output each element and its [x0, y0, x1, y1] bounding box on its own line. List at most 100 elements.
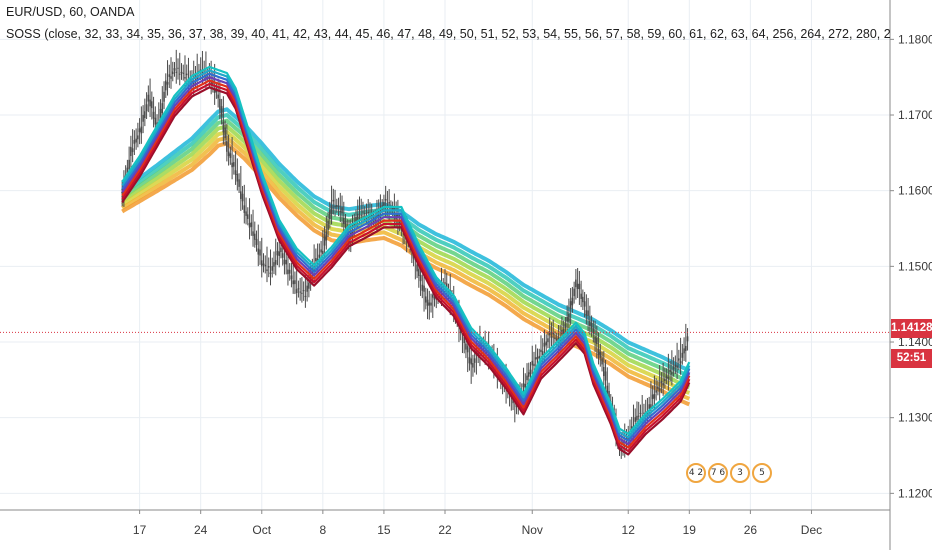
y-tick-label: 1.12000: [898, 486, 932, 500]
candle-body: [363, 213, 366, 215]
candle-body: [219, 98, 221, 110]
candle-body: [580, 293, 582, 299]
candle-body: [372, 217, 375, 219]
candle-body: [288, 269, 291, 274]
candle-body: [576, 283, 579, 290]
candle-body: [383, 202, 385, 206]
candle-body: [252, 231, 254, 236]
candle-body: [575, 279, 577, 288]
candle-body: [545, 341, 548, 346]
candle-body: [601, 358, 603, 365]
fast-ribbon-line: [121, 65, 691, 436]
candle-body: [681, 352, 684, 358]
candle-body: [686, 336, 689, 342]
candle-body: [147, 94, 150, 102]
candle-body: [651, 394, 654, 400]
candle-body: [250, 222, 253, 227]
candle-body: [367, 211, 370, 213]
candle-body: [634, 417, 637, 422]
candle-body: [660, 380, 663, 384]
candle-body: [159, 108, 162, 119]
y-tick-label: 1.18000: [898, 32, 932, 46]
candle-body: [426, 299, 429, 306]
candle-body: [301, 292, 303, 294]
event-label: 3: [737, 468, 743, 478]
candle-body: [133, 139, 136, 144]
candle-body: [287, 269, 289, 275]
candle-body: [236, 173, 239, 182]
candle-body: [566, 316, 568, 322]
candle-body: [140, 126, 143, 134]
candle-body: [428, 302, 431, 306]
candle-body: [355, 216, 357, 223]
candle-body: [257, 248, 260, 255]
candle-body: [466, 346, 469, 353]
candle-body: [540, 349, 542, 353]
candle-body: [606, 385, 609, 395]
candle-body: [589, 320, 591, 326]
candle-body: [562, 328, 565, 334]
x-tick-label: Nov: [522, 523, 543, 537]
candle-body: [524, 383, 527, 389]
candle-body: [281, 253, 284, 258]
candle-body: [655, 390, 657, 393]
candle-body: [421, 284, 424, 291]
candle-body: [416, 264, 418, 272]
x-tick-label: 12: [622, 523, 636, 537]
candle-body: [266, 269, 268, 271]
candle-body: [171, 71, 174, 75]
candle-body: [531, 360, 534, 366]
flag-icon[interactable]: 4 2: [686, 463, 706, 483]
candle-body: [672, 367, 675, 370]
candle-body: [418, 269, 420, 276]
candle-body: [397, 213, 399, 218]
candle-body: [240, 191, 242, 199]
flag-icon[interactable]: 7 6: [708, 463, 728, 483]
candle-body: [173, 68, 176, 71]
candle-body: [587, 310, 589, 316]
candle-body: [653, 394, 656, 399]
flag-icon[interactable]: 3: [730, 463, 750, 483]
fast-ribbon-line: [121, 76, 691, 446]
y-tick-label: 1.16000: [898, 184, 932, 198]
candle-body: [325, 231, 328, 241]
candle-body: [194, 74, 197, 78]
candle-body: [336, 205, 338, 207]
candle-body: [555, 338, 558, 341]
candle-body: [433, 296, 436, 300]
candle-body: [648, 404, 650, 409]
candle-body: [322, 250, 324, 254]
fast-ribbon-line: [121, 72, 691, 442]
candle-body: [568, 313, 570, 322]
candle-body: [358, 209, 361, 211]
candle-body: [674, 364, 677, 367]
candle-body: [178, 73, 181, 75]
x-tick-label: 15: [377, 523, 391, 537]
candle-body: [370, 214, 373, 216]
candle-body: [151, 101, 153, 109]
flag-icon[interactable]: 5: [752, 463, 772, 483]
candle-body: [554, 337, 556, 340]
candle-body: [522, 383, 525, 388]
candle-body: [388, 202, 390, 204]
candle-body: [327, 220, 329, 230]
candle-body: [608, 391, 610, 401]
candle-body: [665, 375, 668, 378]
candle-body: [583, 301, 586, 307]
candle-body: [470, 358, 472, 365]
candle-body: [671, 372, 673, 375]
candle-body: [145, 104, 148, 112]
symbol-title[interactable]: EUR/USD, 60, OANDA: [6, 5, 135, 19]
candle-body: [166, 82, 169, 85]
candle-body: [149, 99, 151, 107]
indicator-title[interactable]: SOSS (close, 32, 33, 34, 35, 36, 37, 38,…: [6, 27, 890, 41]
candle-body: [196, 77, 198, 80]
y-tick-label: 1.17000: [898, 108, 932, 122]
candle-body: [135, 138, 137, 143]
x-tick-label: 26: [744, 523, 758, 537]
candle-body: [323, 236, 326, 246]
fast-ribbon-line: [121, 79, 691, 449]
candle-body: [168, 74, 171, 77]
candle-body: [154, 117, 157, 125]
